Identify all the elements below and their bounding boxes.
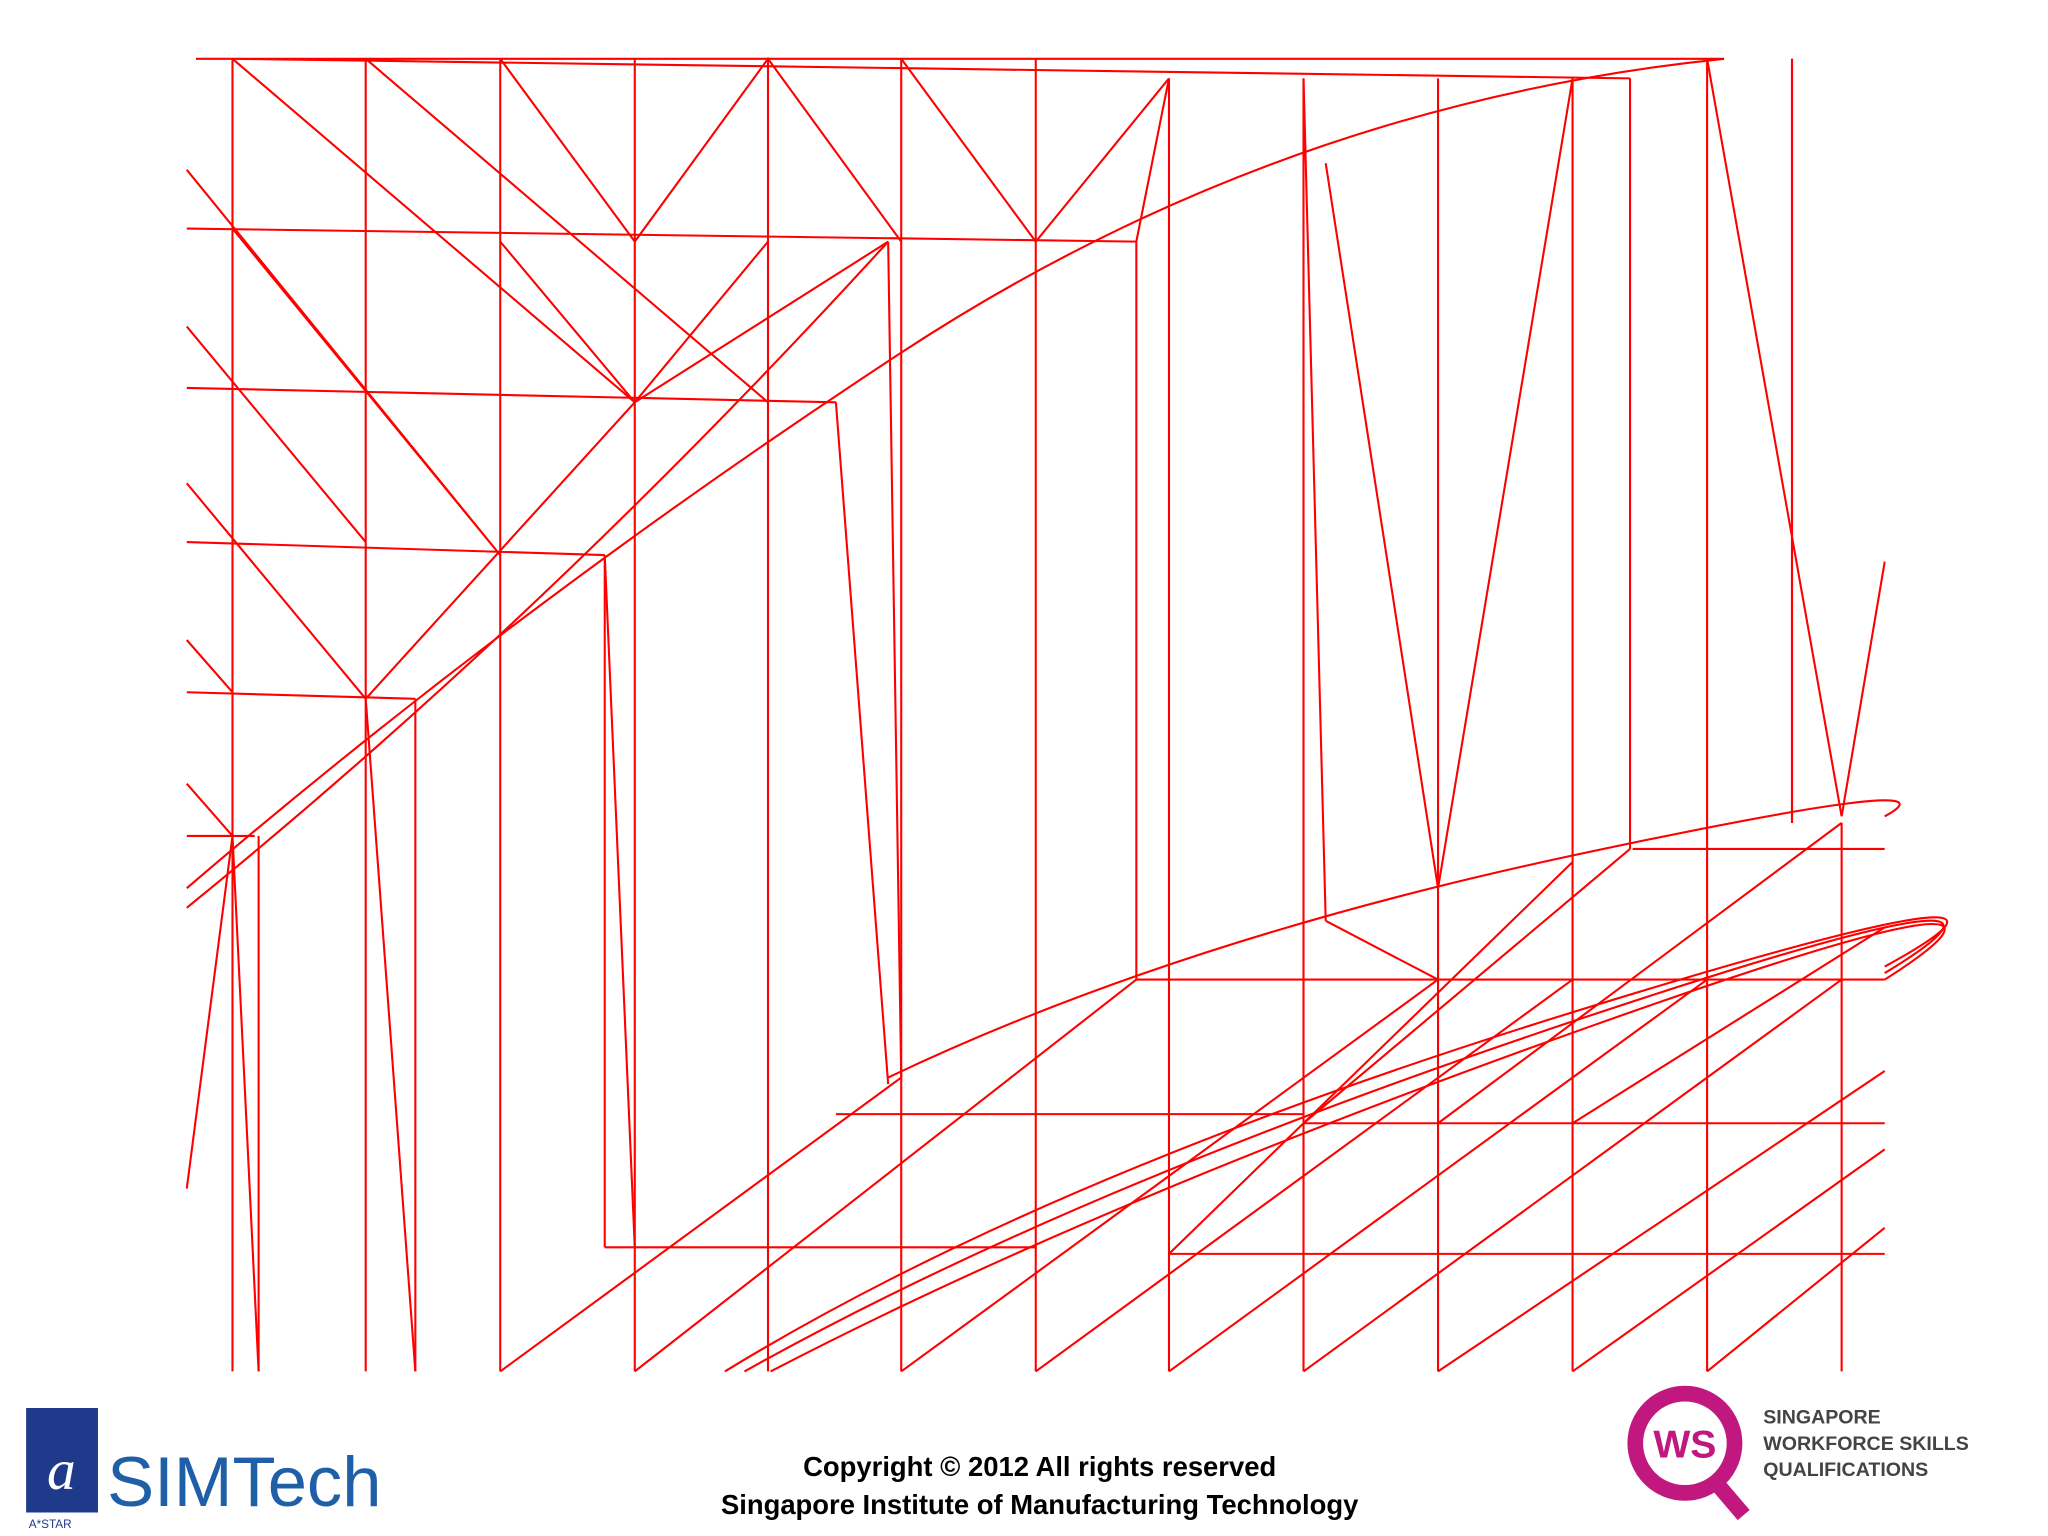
ws-ring	[1627, 1385, 1743, 1501]
logo-glyph: a	[47, 1439, 76, 1502]
copyright: Copyright © 2012 All rights reserved	[803, 1451, 1276, 1482]
logo-name: SIMTech	[107, 1442, 381, 1521]
ws-line: SINGAPORE	[1763, 1407, 1881, 1429]
mesh-diagonals	[185, 57, 1886, 1373]
mesh-verticals	[231, 58, 1843, 1372]
mesh-curves	[186, 57, 1949, 1373]
ws-logo: WS SINGAPORE WORKFORCE SKILLS QUALIFICAT…	[1627, 1385, 1969, 1521]
logo-square	[26, 1408, 98, 1513]
mesh	[185, 57, 1949, 1373]
footer-text: Copyright © 2012 All rights reserved Sin…	[721, 1451, 1359, 1520]
logo-sub: A*STAR	[29, 1518, 72, 1531]
mesh-spikes	[185, 58, 1886, 1372]
simtech-logo: a SIMTech A*STAR	[26, 1408, 381, 1531]
mesh-horizontals	[186, 57, 1885, 1255]
ws-mark: WS	[1653, 1424, 1716, 1467]
ws-tail	[1707, 1474, 1750, 1521]
institute: Singapore Institute of Manufacturing Tec…	[721, 1489, 1359, 1520]
ws-line: WORKFORCE SKILLS	[1763, 1433, 1969, 1455]
ws-line: QUALIFICATIONS	[1763, 1459, 1928, 1481]
